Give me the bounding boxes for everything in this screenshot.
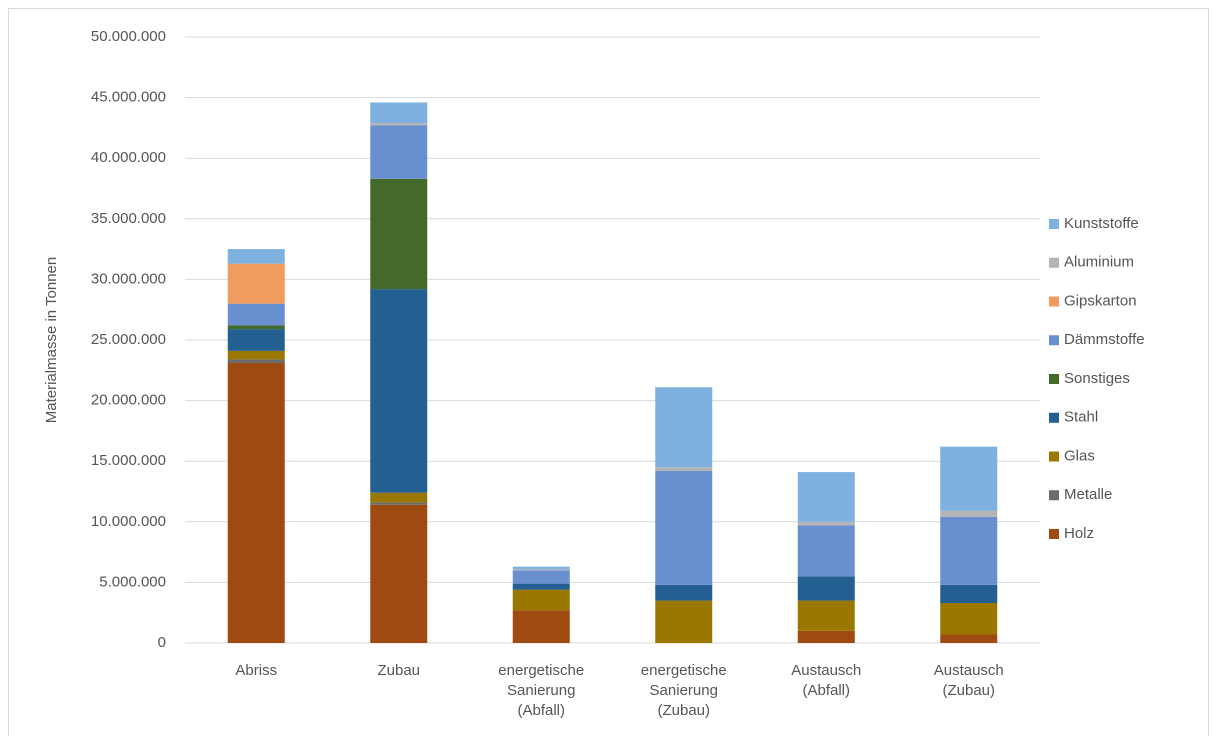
bar-segment (940, 584, 998, 604)
bar-segment (797, 630, 855, 643)
bar-segment (512, 566, 570, 570)
bar-segment (227, 359, 285, 364)
bar-segment (797, 472, 855, 522)
legend-swatch (1049, 451, 1059, 462)
bar-segment (940, 634, 998, 643)
legend-swatch (1049, 374, 1059, 384)
y-tick-label: 25.000.000 (91, 331, 166, 348)
bar-segment (940, 510, 998, 517)
legend-label: Holz (1064, 525, 1094, 542)
legend-label: Kunststoffe (1064, 215, 1139, 232)
bar-segment (370, 125, 428, 179)
y-tick-label: 40.000.000 (91, 149, 166, 166)
bar-segment (512, 589, 570, 611)
legend-label: Metalle (1064, 486, 1112, 503)
bar-segment (940, 446, 998, 511)
legend-label: Aluminium (1064, 254, 1134, 271)
bar-segment (370, 178, 428, 290)
legend-swatch (1049, 335, 1059, 346)
bar-segment (370, 289, 428, 493)
bar-segment (512, 569, 570, 571)
y-tick-label: 0 (158, 634, 166, 651)
legend-swatch (1049, 296, 1059, 307)
bar-segment (227, 303, 285, 326)
bar-segment (797, 600, 855, 631)
bar-segment (797, 576, 855, 601)
x-tick-label: energetische Sanierung (Zubau) (641, 662, 727, 719)
y-tick-label: 30.000.000 (91, 270, 166, 287)
bar-segment (940, 516, 998, 585)
y-tick-label: 45.000.000 (91, 89, 166, 106)
y-axis-label: Materialmasse in Tonnen (43, 257, 60, 423)
bar-segment (655, 584, 713, 601)
legend-label: Stahl (1064, 409, 1098, 426)
legend-swatch (1049, 412, 1059, 423)
x-tick-label: Austausch (Abfall) (791, 662, 861, 699)
y-tick-label: 50.000.000 (91, 28, 166, 45)
bar-segment (227, 325, 285, 330)
bar-segment (655, 470, 713, 585)
bar-segment (655, 387, 713, 468)
bar-segment (655, 600, 713, 643)
y-tick-label: 15.000.000 (91, 452, 166, 469)
bar-segment (512, 583, 570, 590)
legend-swatch (1049, 257, 1059, 268)
x-tick-label: energetische Sanierung (Abfall) (498, 662, 584, 719)
bar-segment (370, 504, 428, 643)
x-tick-label: Zubau (377, 662, 420, 679)
legend-swatch (1049, 490, 1059, 501)
bar-segment (370, 123, 428, 126)
bar-segment (512, 570, 570, 584)
legend-label: Glas (1064, 447, 1095, 464)
bar-segment (227, 263, 285, 304)
bar-segment (227, 350, 285, 360)
legend-swatch (1049, 529, 1059, 539)
bar-segment (512, 610, 570, 643)
y-tick-label: 35.000.000 (91, 210, 166, 227)
bar-segment (227, 363, 285, 643)
y-tick-label: 10.000.000 (91, 513, 166, 530)
legend-label: Gipskarton (1064, 292, 1137, 309)
bar-segment (370, 102, 428, 124)
chart-border (8, 8, 1209, 736)
bar-segment (655, 467, 713, 471)
x-tick-label: Austausch (Zubau) (934, 662, 1004, 699)
x-tick-label: Abriss (235, 662, 277, 679)
legend-label: Sonstiges (1064, 370, 1130, 387)
bar-segment (370, 502, 428, 505)
bar-segment (227, 329, 285, 351)
bar-segment (227, 249, 285, 264)
bar-segment (797, 525, 855, 577)
y-tick-label: 5.000.000 (99, 573, 166, 590)
bar-segment (940, 603, 998, 635)
bar-segment (370, 492, 428, 503)
bar-segment (797, 521, 855, 526)
legend-label: Dämmstoffe (1064, 331, 1145, 348)
legend-swatch (1049, 219, 1059, 229)
y-tick-label: 20.000.000 (91, 392, 166, 409)
